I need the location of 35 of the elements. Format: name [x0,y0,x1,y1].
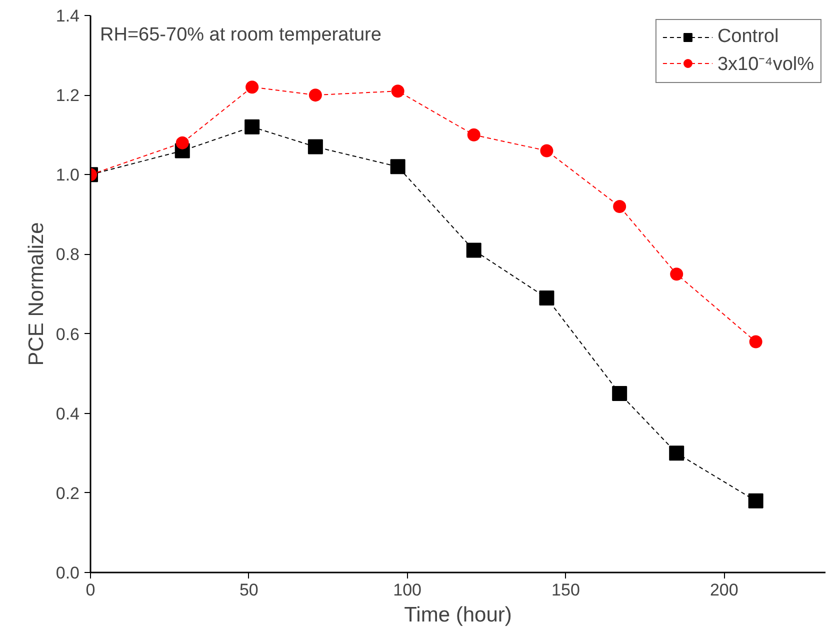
x-axis-title: Time (hour) [404,604,512,626]
y-tick-label: 0.4 [56,404,80,424]
x-tick-label: 200 [710,580,738,600]
x-tick-label: 50 [239,580,258,600]
annotation: RH=65-70% at room temperature [100,24,382,46]
point [612,386,628,401]
y-tick-label: 1.0 [56,166,80,185]
x-tick-label: 100 [393,580,422,600]
point [390,159,406,174]
y-tick-label: 0.6 [56,324,80,344]
point [540,144,554,158]
legend-label: 3x10⁻⁴vol% [717,53,814,76]
x-tick-label: 0 [86,580,96,600]
point [539,290,554,306]
x-tick-label: 150 [552,580,580,600]
y-tick-label: 0.2 [56,484,80,503]
y-tick-label: 0.0 [56,564,80,582]
point [613,200,626,213]
point [749,335,762,348]
point [246,80,259,94]
point [308,88,322,102]
y-tick-label: 1.2 [56,86,80,106]
point [670,268,684,281]
y-axis-title: PCE Normalize [24,222,48,366]
point [466,242,482,258]
point [748,493,764,508]
y-tick-label: 1.4 [56,6,80,26]
point [244,119,260,134]
point [308,139,323,154]
legend-label: Control [717,26,779,48]
point [176,136,189,150]
y-tick-label: 0.8 [56,245,80,264]
point [467,128,480,142]
point [669,446,684,461]
point [391,84,404,98]
